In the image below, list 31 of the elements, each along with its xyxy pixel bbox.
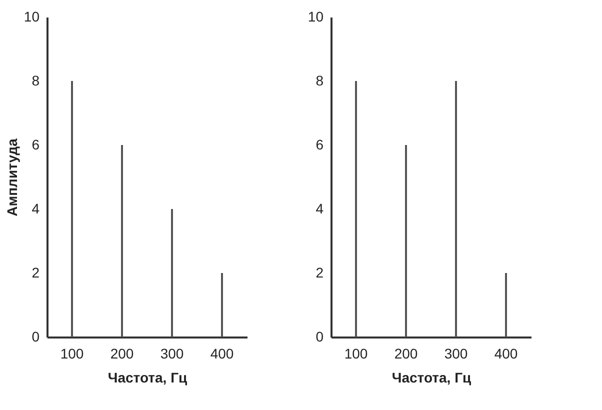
y-axis-title: Амплитуда <box>4 138 20 216</box>
bar <box>505 273 507 337</box>
x-tick-label: 300 <box>160 346 184 362</box>
bar <box>221 273 223 337</box>
y-tick-label: 0 <box>316 328 324 344</box>
bar <box>71 81 73 337</box>
y-tick-label: 2 <box>316 264 324 280</box>
y-tick-label: 4 <box>316 200 324 216</box>
x-tick-label: 200 <box>110 346 134 362</box>
y-tick-label: 6 <box>316 136 324 152</box>
bar <box>405 145 407 337</box>
x-tick-label: 100 <box>344 346 368 362</box>
bar <box>455 81 457 337</box>
x-tick-label: 400 <box>494 346 518 362</box>
bar <box>355 81 357 337</box>
bar <box>171 209 173 337</box>
y-tick-label: 0 <box>32 328 40 344</box>
x-tick-label: 200 <box>394 346 418 362</box>
y-tick-label: 8 <box>32 72 40 88</box>
x-tick-label: 300 <box>444 346 468 362</box>
y-tick-label: 2 <box>32 264 40 280</box>
bar <box>121 145 123 337</box>
y-tick-label: 8 <box>316 72 324 88</box>
x-axis-title: Частота, Гц <box>392 370 472 386</box>
y-tick-label: 6 <box>32 136 40 152</box>
y-tick-label: 10 <box>24 8 40 24</box>
x-tick-label: 100 <box>60 346 84 362</box>
y-tick-label: 10 <box>308 8 324 24</box>
x-tick-label: 400 <box>210 346 234 362</box>
x-axis-title: Частота, Гц <box>108 370 188 386</box>
y-tick-label: 4 <box>32 200 40 216</box>
